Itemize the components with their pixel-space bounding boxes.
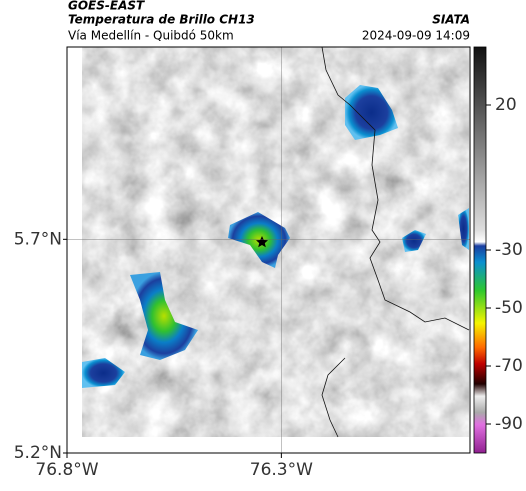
x-tick-label: 76.3°W — [250, 460, 313, 480]
y-tick-label: 5.7°N — [14, 229, 62, 249]
location-marker — [256, 236, 268, 248]
satellite: GOES-EAST — [68, 0, 145, 13]
border — [321, 46, 470, 331]
route: Vía Medellín - Quibdó 50km — [68, 29, 234, 43]
colorbar-tick-label: -90 — [495, 414, 523, 434]
storm-cell — [130, 272, 198, 360]
storm-cell — [345, 85, 398, 140]
colorbar-tick-label: -70 — [495, 356, 523, 376]
colorbar-tick-label: -50 — [495, 298, 523, 318]
border — [321, 357, 346, 438]
datetime: 2024-09-09 14:09 — [362, 29, 470, 43]
x-tick-label: 76.8°W — [35, 460, 98, 480]
colorbar — [473, 46, 487, 454]
storm-cell — [82, 358, 125, 388]
product: Temperatura de Brillo CH13 — [68, 13, 255, 27]
storm-cell — [402, 230, 426, 252]
source: SIATA — [432, 13, 470, 27]
map-frame — [66, 46, 471, 454]
colorbar-tick-label: -30 — [495, 240, 523, 260]
colorbar-tick-label: 20 — [495, 95, 517, 115]
map-image — [82, 46, 470, 438]
y-tick-label: 5.2°N — [14, 443, 62, 463]
storm-cell — [228, 212, 290, 268]
